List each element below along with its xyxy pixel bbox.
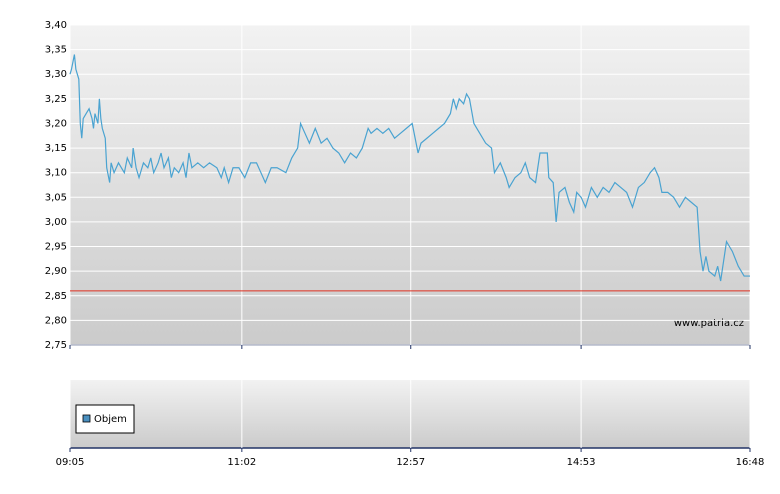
legend-label: Objem xyxy=(94,414,127,425)
y-tick-label: 3,05 xyxy=(45,192,67,203)
x-tick-label: 09:05 xyxy=(56,457,85,468)
y-tick-label: 3,30 xyxy=(45,69,67,80)
y-tick-label: 3,25 xyxy=(45,94,67,105)
price-line xyxy=(69,54,750,282)
source: www.patria.cz xyxy=(674,318,744,329)
y-tick-label: 2,90 xyxy=(45,266,67,277)
x-tick-label: 11:02 xyxy=(227,457,256,468)
x-tick-label: 12:57 xyxy=(396,457,425,468)
y-tick-label: 2,85 xyxy=(45,291,67,302)
y-tick-label: 3,15 xyxy=(45,143,67,154)
volume-area xyxy=(70,380,750,448)
y-tick-label: 3,35 xyxy=(45,45,67,56)
y-tick-label: 3,40 xyxy=(45,20,67,31)
y-tick-label: 3,00 xyxy=(45,217,67,228)
y-tick-label: 2,80 xyxy=(45,315,67,326)
x-tick-label: 16:48 xyxy=(736,457,765,468)
y-tick-label: 3,20 xyxy=(45,118,67,129)
y-tick-label: 2,95 xyxy=(45,242,67,253)
x-tick-label: 14:53 xyxy=(567,457,596,468)
legend-swatch xyxy=(82,414,91,423)
y-tick-label: 3,10 xyxy=(45,168,67,179)
y-tick-label: 2,75 xyxy=(45,340,67,351)
plot-area xyxy=(70,25,750,345)
